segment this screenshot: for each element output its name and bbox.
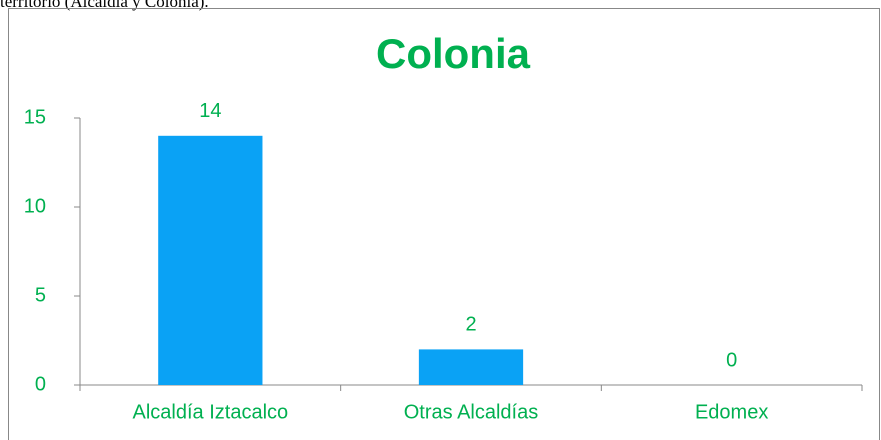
bar: [158, 135, 263, 385]
data-label: 2: [465, 314, 476, 336]
y-tick-label: 10: [24, 195, 46, 217]
caption: territorio (Alcaldía y Colonia).: [0, 0, 209, 11]
data-label: 14: [199, 100, 221, 122]
x-tick-label: Alcaldía Iztacalco: [133, 401, 289, 423]
bar: [418, 349, 524, 385]
chart-title: Colonia: [376, 30, 531, 77]
y-tick-label: 15: [24, 106, 46, 128]
y-tick-label: 5: [35, 284, 46, 306]
chart-frame: [8, 8, 880, 440]
y-tick-label: 0: [35, 373, 46, 395]
data-label: 0: [726, 349, 737, 371]
x-tick-label: Edomex: [695, 401, 768, 423]
x-tick-label: Otras Alcaldías: [404, 401, 539, 423]
